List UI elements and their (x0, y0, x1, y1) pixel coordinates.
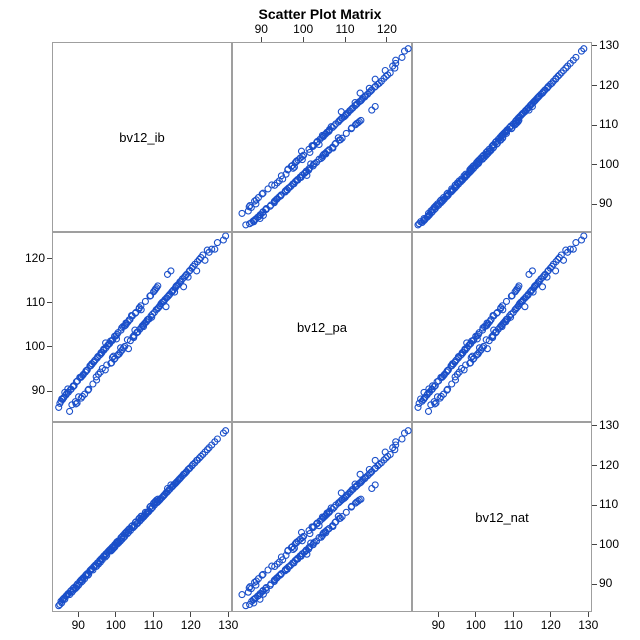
xtick-label: 90 (64, 618, 92, 632)
xtick-label: 100 (462, 618, 490, 632)
diag-label-bv12_nat: bv12_nat (412, 422, 592, 612)
ytick-label: 130 (599, 418, 619, 432)
scatter-bv12_ib-vs-bv12_nat (52, 422, 232, 612)
ytick-label: 120 (599, 78, 619, 92)
xtick-label: 90 (247, 22, 275, 36)
xtick (588, 612, 589, 617)
xtick (550, 612, 551, 617)
scatter-matrix: Scatter Plot Matrix bv12_ibbv12_pabv12_n… (0, 0, 640, 640)
xtick-label: 120 (177, 618, 205, 632)
xtick-label: 130 (574, 618, 602, 632)
chart-title: Scatter Plot Matrix (0, 6, 640, 22)
ytick (592, 45, 597, 46)
xtick-label: 110 (499, 618, 527, 632)
ytick-label: 100 (25, 339, 45, 353)
xtick (115, 612, 116, 617)
ytick-label: 110 (26, 295, 45, 309)
xtick (438, 612, 439, 617)
ytick-label: 110 (599, 117, 618, 131)
ytick (592, 85, 597, 86)
xtick (228, 612, 229, 617)
ytick (47, 258, 52, 259)
xtick-label: 100 (102, 618, 130, 632)
xtick (475, 612, 476, 617)
ytick-label: 90 (599, 576, 612, 590)
ytick (592, 125, 597, 126)
xtick (303, 37, 304, 42)
xtick-label: 110 (139, 618, 167, 632)
ytick-label: 110 (599, 497, 618, 511)
ytick (592, 584, 597, 585)
ytick (592, 425, 597, 426)
xtick (190, 612, 191, 617)
scatter-bv12_nat-vs-bv12_pa (412, 232, 592, 422)
scatter-bv12_pa-vs-bv12_nat (232, 422, 412, 612)
ytick-label: 130 (599, 38, 619, 52)
scatter-bv12_ib-vs-bv12_pa (52, 232, 232, 422)
xtick (386, 37, 387, 42)
ytick-label: 90 (32, 383, 45, 397)
scatter-bv12_nat-vs-bv12_ib (412, 42, 592, 232)
xtick (78, 612, 79, 617)
ytick-label: 120 (599, 458, 619, 472)
ytick (592, 544, 597, 545)
xtick-label: 110 (331, 22, 359, 36)
ytick (47, 302, 52, 303)
xtick (345, 37, 346, 42)
ytick-label: 90 (599, 196, 612, 210)
ytick (47, 391, 52, 392)
ytick (47, 346, 52, 347)
ytick (592, 164, 597, 165)
xtick (153, 612, 154, 617)
xtick-label: 90 (424, 618, 452, 632)
scatter-bv12_pa-vs-bv12_ib (232, 42, 412, 232)
ytick (592, 505, 597, 506)
xtick-label: 130 (214, 618, 242, 632)
ytick (592, 465, 597, 466)
xtick (513, 612, 514, 617)
xtick-label: 120 (373, 22, 401, 36)
xtick-label: 120 (537, 618, 565, 632)
ytick-label: 100 (599, 537, 619, 551)
xtick-label: 100 (289, 22, 317, 36)
diag-label-bv12_pa: bv12_pa (232, 232, 412, 422)
xtick (261, 37, 262, 42)
ytick-label: 100 (599, 157, 619, 171)
diag-label-bv12_ib: bv12_ib (52, 42, 232, 232)
ytick (592, 204, 597, 205)
ytick-label: 120 (25, 251, 45, 265)
